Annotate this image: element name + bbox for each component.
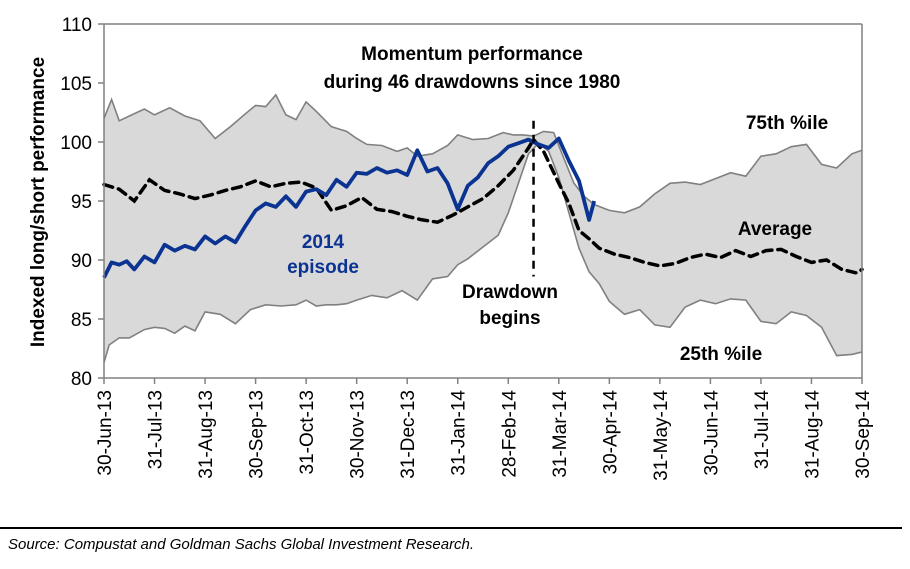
- x-tick-label: 30-Jun-14: [701, 390, 722, 476]
- series-75th-percentile: [103, 93, 863, 214]
- y-tick-label: 100: [60, 133, 92, 154]
- x-tick-label: 28-Feb-14: [499, 390, 520, 478]
- y-tick-label: 105: [60, 74, 92, 95]
- series-layer: [102, 93, 864, 363]
- x-tick-label: 30-Apr-14: [600, 390, 621, 475]
- average-label: Average: [738, 219, 812, 240]
- y-tick-label: 110: [62, 15, 92, 36]
- x-tick-label: 30-Nov-13: [348, 390, 369, 479]
- x-tick-label: 31-Oct-13: [297, 390, 318, 474]
- x-tick-label: 30-Sep-13: [247, 390, 268, 479]
- series-2014-episode: [102, 136, 597, 279]
- y-tick-label: 90: [71, 251, 92, 272]
- drawdown-label-line1: Drawdown: [462, 282, 558, 303]
- source-note: Source: Compustat and Goldman Sachs Glob…: [8, 536, 475, 553]
- y-axis-label: Indexed long/short performance: [28, 57, 49, 347]
- series-25th-percentile: [103, 142, 863, 363]
- episode-label-line2: episode: [287, 257, 359, 278]
- series-average: [102, 136, 864, 275]
- drawdown-label-line2: begins: [479, 308, 540, 329]
- x-tick-label: 30-Jun-13: [95, 390, 116, 476]
- percentile-band: [104, 94, 862, 363]
- band-area: [104, 94, 862, 363]
- tick-labels: 80 85 90 95 100 105 110 30-Jun-13 31-Jul-13 31-Au…: [60, 15, 874, 481]
- x-tick-label: 31-Mar-14: [550, 390, 571, 478]
- p75-label: 75th %ile: [746, 113, 828, 134]
- y-tick-label: 95: [71, 192, 92, 213]
- x-tick-label: 31-May-14: [651, 390, 672, 481]
- footer-rule: [0, 527, 902, 529]
- y-tick-label: 85: [71, 310, 92, 331]
- x-tick-label: 31-Jul-14: [752, 390, 773, 470]
- y-tick-label: 80: [71, 369, 92, 390]
- x-tick-label: 31-Jul-13: [146, 390, 167, 469]
- x-tick-label: 30-Sep-14: [853, 390, 874, 479]
- chart-title-line2: during 46 drawdowns since 1980: [324, 72, 621, 93]
- episode-label-line1: 2014: [302, 232, 345, 253]
- x-tick-label: 31-Aug-14: [802, 390, 823, 479]
- x-tick-label: 31-Aug-13: [196, 390, 217, 479]
- p25-label: 25th %ile: [680, 344, 762, 365]
- axes: [98, 23, 863, 384]
- x-tick-label: 31-Dec-13: [398, 390, 419, 479]
- x-tick-label: 31-Jan-14: [449, 390, 470, 476]
- chart-title-line1: Momentum performance: [361, 44, 583, 65]
